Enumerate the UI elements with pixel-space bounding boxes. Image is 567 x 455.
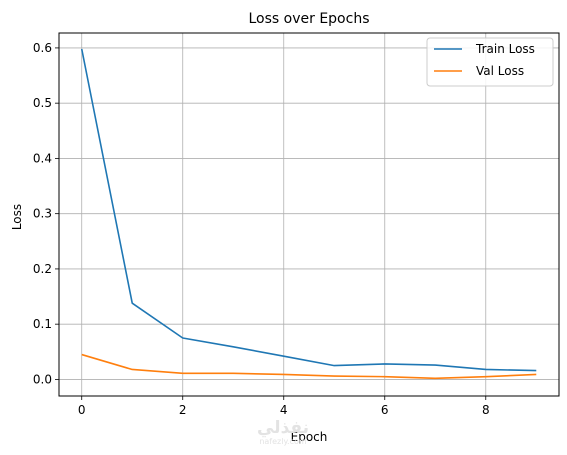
y-tick-label: 0.6 [33, 41, 52, 55]
y-tick-label: 0.2 [33, 262, 52, 276]
x-tick-label: 8 [482, 403, 490, 417]
val-loss-legend-label: Val Loss [476, 64, 524, 78]
x-tick-label: 4 [280, 403, 288, 417]
y-tick-label: 0.3 [33, 207, 52, 221]
y-axis-label: Loss [10, 204, 24, 230]
y-tick-label: 0.4 [33, 151, 52, 165]
axis-ticks: 0 2 4 6 8 0.0 0.1 0.2 0.3 0.4 0.5 0.6 [33, 41, 490, 417]
train-loss-legend-label: Train Loss [475, 42, 535, 56]
series-lines [80, 48, 537, 380]
legend: Train Loss Val Loss [426, 37, 554, 87]
legend-box [426, 37, 554, 87]
x-tick-label: 6 [381, 403, 389, 417]
x-tick-label: 0 [78, 403, 86, 417]
chart-title: Loss over Epochs [249, 11, 370, 27]
plot-area [58, 32, 560, 397]
x-axis-label: Epoch [291, 430, 328, 444]
y-tick-label: 0.5 [33, 96, 52, 110]
y-tick-label: 0.1 [33, 317, 52, 331]
val-loss-line [81, 353, 537, 380]
gridlines [59, 33, 559, 396]
y-tick-label: 0.0 [33, 372, 52, 386]
train-loss-line [80, 48, 537, 372]
x-tick-label: 2 [179, 403, 187, 417]
